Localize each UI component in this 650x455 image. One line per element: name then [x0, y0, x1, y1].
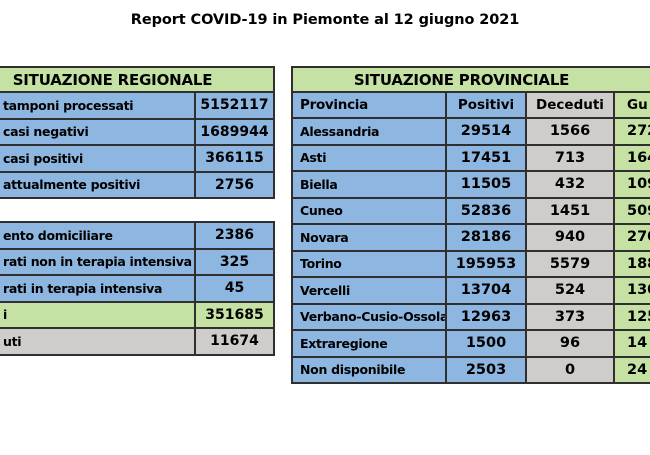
province-row: Biella 11505 432 109 [291, 170, 650, 199]
province-name-cell: Asti [291, 143, 447, 172]
row-label-cell: tamponi processati [0, 91, 196, 120]
province-name-cell: Novara [291, 223, 447, 252]
positivi-value-cell: 17451 [445, 143, 527, 172]
province-name-cell: Alessandria [291, 117, 447, 146]
positivi-value-cell: 29514 [445, 117, 527, 146]
row-label-cell: rati non in terapia intensiva [0, 247, 196, 276]
positivi-value-cell: 11505 [445, 170, 527, 199]
deceduti-value-cell: 432 [525, 170, 615, 199]
positivi-value-cell: 195953 [445, 249, 527, 278]
row-value-cell: 2756 [194, 170, 275, 199]
province-name-cell: Extraregione [291, 329, 447, 358]
row-label-cell: uti [0, 327, 196, 356]
row-label-cell: casi negativi [0, 117, 196, 146]
regional-table-header-row: SITUAZIONE REGIONALE [0, 66, 275, 93]
row-value-cell: 325 [194, 247, 275, 276]
row-value-cell: 366115 [194, 144, 275, 173]
province-name-cell: Biella [291, 170, 447, 199]
regional-situation-table: SITUAZIONE REGIONALE tamponi processati … [0, 66, 275, 199]
province-row: Asti 17451 713 164 [291, 143, 650, 172]
page-title: Report COVID-19 in Piemonte al 12 giugno… [130, 12, 520, 28]
column-header-guariti: Gu [612, 91, 650, 119]
provincial-situation-table: SITUAZIONE PROVINCIALE Provincia Positiv… [290, 66, 650, 384]
deceduti-value-cell: 1566 [525, 117, 615, 146]
guariti-value-cell: 109 [612, 170, 650, 199]
regional-table-title: SITUAZIONE REGIONALE [0, 66, 275, 93]
row-value-cell: 45 [194, 274, 275, 303]
provincial-column-header-row: Provincia Positivi Deceduti Gu [291, 91, 650, 119]
province-name-cell: Torino [291, 249, 447, 278]
table-row: ento domiciliare 2386 [0, 221, 275, 250]
guariti-value-cell: 188 [612, 249, 650, 278]
table-row: i 351685 [0, 300, 275, 329]
province-name-cell: Verbano-Cusio-Ossola [291, 302, 447, 331]
row-label-cell: i [0, 300, 196, 329]
province-row: Cuneo 52836 1451 509 [291, 196, 650, 225]
row-label-cell: attualmente positivi [0, 170, 196, 199]
table-row: casi negativi 1689944 [0, 117, 275, 146]
deceduti-value-cell: 0 [525, 355, 615, 384]
deceduti-value-cell: 373 [525, 302, 615, 331]
positivi-value-cell: 12963 [445, 302, 527, 331]
table-row: attualmente positivi 2756 [0, 170, 275, 199]
deceduti-value-cell: 5579 [525, 249, 615, 278]
deceduti-value-cell: 524 [525, 276, 615, 305]
row-value-cell: 2386 [194, 221, 275, 250]
positivi-value-cell: 52836 [445, 196, 527, 225]
guariti-value-cell: 270 [612, 223, 650, 252]
guariti-value-cell: 14 [612, 329, 650, 358]
column-header-provincia: Provincia [291, 91, 447, 119]
column-header-deceduti: Deceduti [525, 91, 615, 119]
table-row: uti 11674 [0, 327, 275, 356]
deceduti-value-cell: 1451 [525, 196, 615, 225]
row-label-cell: casi positivi [0, 144, 196, 173]
row-value-cell: 11674 [194, 327, 275, 356]
deceduti-value-cell: 940 [525, 223, 615, 252]
province-row: Vercelli 13704 524 130 [291, 276, 650, 305]
positivi-value-cell: 13704 [445, 276, 527, 305]
regional-detail-table: ento domiciliare 2386 rati non in terapi… [0, 221, 275, 356]
positivi-value-cell: 2503 [445, 355, 527, 384]
provincial-table-title: SITUAZIONE PROVINCIALE [290, 66, 650, 93]
province-row: Alessandria 29514 1566 272 [291, 117, 650, 146]
positivi-value-cell: 1500 [445, 329, 527, 358]
province-row: Extraregione 1500 96 14 [291, 329, 650, 358]
table-row: tamponi processati 5152117 [0, 91, 275, 120]
province-row: Novara 28186 940 270 [291, 223, 650, 252]
guariti-value-cell: 509 [612, 196, 650, 225]
row-label-cell: ento domiciliare [0, 221, 196, 250]
province-row: Verbano-Cusio-Ossola 12963 373 125 [291, 302, 650, 331]
province-name-cell: Vercelli [291, 276, 447, 305]
guariti-value-cell: 272 [612, 117, 650, 146]
deceduti-value-cell: 713 [525, 143, 615, 172]
table-row: rati non in terapia intensiva 325 [0, 247, 275, 276]
table-row: rati in terapia intensiva 45 [0, 274, 275, 303]
row-label-cell: rati in terapia intensiva [0, 274, 196, 303]
deceduti-value-cell: 96 [525, 329, 615, 358]
province-name-cell: Cuneo [291, 196, 447, 225]
guariti-value-cell: 164 [612, 143, 650, 172]
guariti-value-cell: 125 [612, 302, 650, 331]
row-value-cell: 351685 [194, 300, 275, 329]
row-value-cell: 1689944 [194, 117, 275, 146]
table-row: casi positivi 366115 [0, 144, 275, 173]
column-header-positivi: Positivi [445, 91, 527, 119]
positivi-value-cell: 28186 [445, 223, 527, 252]
guariti-value-cell: 130 [612, 276, 650, 305]
provincial-table-header-row: SITUAZIONE PROVINCIALE [290, 66, 650, 93]
guariti-value-cell: 24 [612, 355, 650, 384]
province-name-cell: Non disponibile [291, 355, 447, 384]
row-value-cell: 5152117 [194, 91, 275, 120]
province-row: Torino 195953 5579 188 [291, 249, 650, 278]
province-row: Non disponibile 2503 0 24 [291, 355, 650, 384]
